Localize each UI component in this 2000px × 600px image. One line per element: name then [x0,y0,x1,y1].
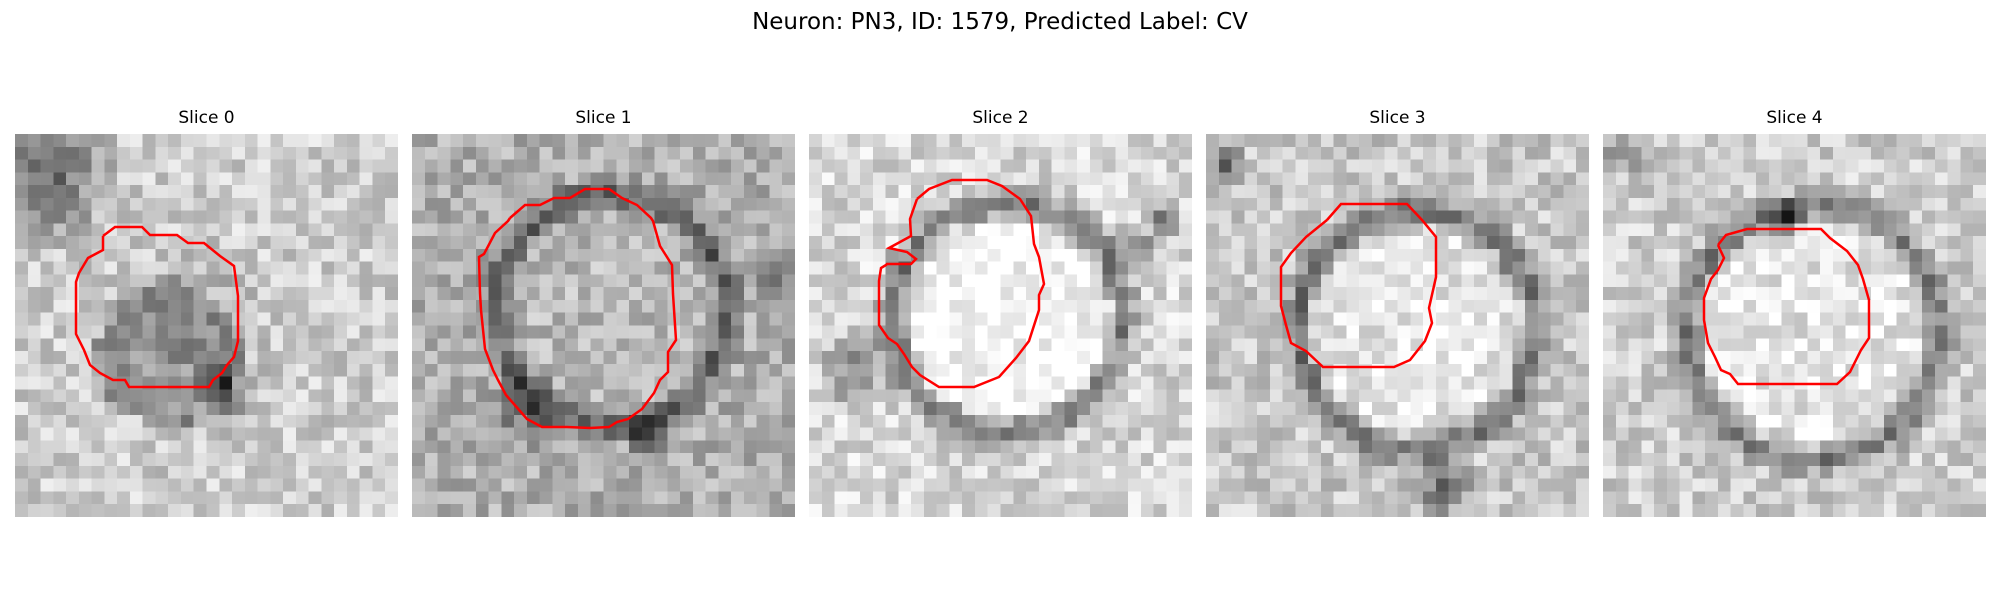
figure-title: Neuron: PN3, ID: 1579, Predicted Label: … [752,9,1248,35]
slice-title: Slice 0 [178,108,235,128]
electron-micrograph-tile [15,134,398,517]
slice-title: Slice 2 [972,108,1029,128]
electron-micrograph-tile [1206,134,1589,517]
vesicle-contour-overlay [1279,202,1438,369]
electron-micrograph-tile [412,134,795,517]
electron-micrograph-tile [809,134,1192,517]
micrograph-image [809,134,1192,517]
vesicle-contour-overlay [477,187,678,430]
slice-title: Slice 1 [575,108,632,128]
micrograph-image [412,134,795,517]
vesicle-contour-overlay [877,178,1046,389]
slice-title: Slice 4 [1766,108,1823,128]
micrograph-image [1206,134,1589,517]
micrograph-image [15,134,398,517]
micrograph-image [1603,134,1986,517]
slice-title: Slice 3 [1369,108,1426,128]
electron-micrograph-tile [1603,134,1986,517]
vesicle-contour-overlay [1702,227,1871,386]
vesicle-contour-overlay [74,225,240,389]
